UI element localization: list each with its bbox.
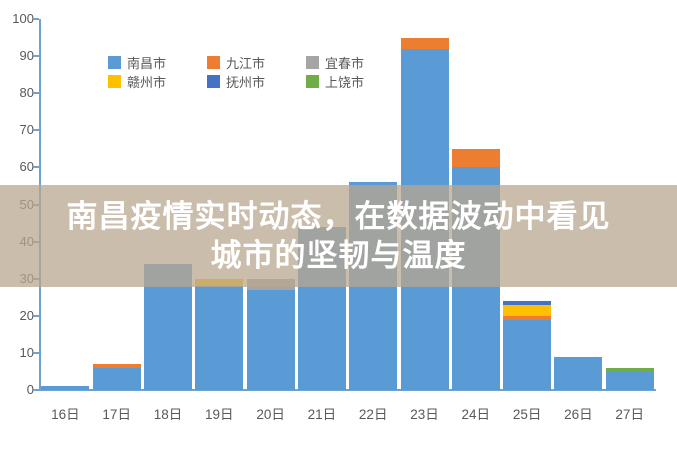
legend-label: 赣州市 [127, 75, 167, 90]
y-tick-mark [33, 129, 39, 132]
legend-swatch-icon [306, 56, 319, 69]
y-tick-mark [33, 166, 39, 169]
y-tick-mark [33, 92, 39, 95]
y-tick-mark [33, 314, 39, 317]
legend-row: 南昌市 九江市 宜春市 [108, 53, 428, 72]
bar-column[interactable] [41, 0, 90, 473]
y-tick-mark [33, 351, 39, 354]
bar-column[interactable] [605, 0, 654, 473]
legend-swatch-icon [306, 75, 319, 88]
legend-label: 上饶市 [325, 75, 365, 90]
legend-label: 九江市 [226, 56, 266, 71]
bar-segment [92, 364, 141, 368]
bar-segment [554, 356, 603, 390]
legend-item[interactable]: 赣州市 [108, 72, 207, 91]
legend-label: 抚州市 [226, 75, 266, 90]
y-tick-label: 80 [19, 85, 34, 101]
bar-column[interactable] [554, 0, 603, 473]
x-tick-label: 18日 [153, 407, 183, 422]
y-tick-label: 60 [19, 159, 34, 175]
y-tick-label: 90 [19, 48, 34, 64]
y-tick-label: 0 [26, 382, 34, 397]
x-tick-label: 27日 [615, 407, 644, 422]
legend-item[interactable]: 南昌市 [108, 53, 207, 72]
legend-swatch-icon [207, 75, 220, 88]
x-tick-label: 24日 [461, 407, 491, 422]
legend-label: 南昌市 [127, 56, 167, 71]
x-tick-label: 23日 [410, 407, 439, 422]
x-tick-label: 19日 [205, 407, 234, 422]
legend-swatch-icon [108, 56, 121, 69]
x-tick-label: 26日 [564, 407, 593, 422]
legend: 南昌市 九江市 宜春市赣州市 抚州市 上饶市 [108, 53, 428, 91]
banner-title-line1: 南昌疫情实时动态，在数据波动中看见 [66, 199, 611, 234]
legend-swatch-icon [108, 75, 121, 88]
x-tick-label: 16日 [51, 407, 80, 422]
bar-segment [503, 304, 552, 316]
y-tick-label: 10 [19, 344, 34, 360]
y-tick-mark [33, 18, 39, 20]
bar-column[interactable] [92, 0, 141, 473]
bar-segment [605, 371, 654, 390]
legend-row: 赣州市 抚州市 上饶市 [108, 72, 428, 91]
legend-swatch-icon [207, 56, 220, 69]
bar-segment [503, 300, 552, 305]
x-tick-label: 20日 [256, 407, 285, 422]
legend-label: 宜春市 [325, 56, 365, 71]
y-tick-label: 100 [12, 11, 34, 26]
bar-segment [503, 315, 552, 320]
y-tick-mark [33, 55, 39, 58]
bar-column[interactable] [503, 0, 552, 473]
bar-segment [451, 148, 500, 168]
legend-item[interactable]: 上饶市 [306, 72, 405, 91]
bar-segment [92, 367, 141, 390]
banner-title-line2: 城市的坚韧与温度 [210, 238, 467, 273]
legend-item[interactable]: 宜春市 [306, 53, 405, 72]
y-tick-label: 20 [19, 307, 34, 323]
bar-segment [605, 367, 654, 372]
x-tick-label: 25日 [512, 407, 542, 422]
y-tick-mark [33, 389, 39, 391]
legend-item[interactable]: 九江市 [207, 53, 306, 72]
bar-segment [246, 289, 295, 390]
banner-overlay: 南昌疫情实时动态，在数据波动中看见 城市的坚韧与温度 [0, 185, 677, 287]
bar-segment [195, 286, 244, 390]
bar-segment [503, 319, 552, 390]
bar-segment [41, 386, 90, 390]
x-axis-line [39, 389, 656, 391]
x-tick-label: 21日 [307, 407, 337, 422]
legend-item[interactable]: 抚州市 [207, 72, 306, 91]
x-tick-label: 22日 [358, 407, 388, 422]
y-tick-label: 70 [19, 122, 34, 138]
bar-segment [400, 37, 449, 49]
x-tick-label: 17日 [102, 407, 131, 422]
